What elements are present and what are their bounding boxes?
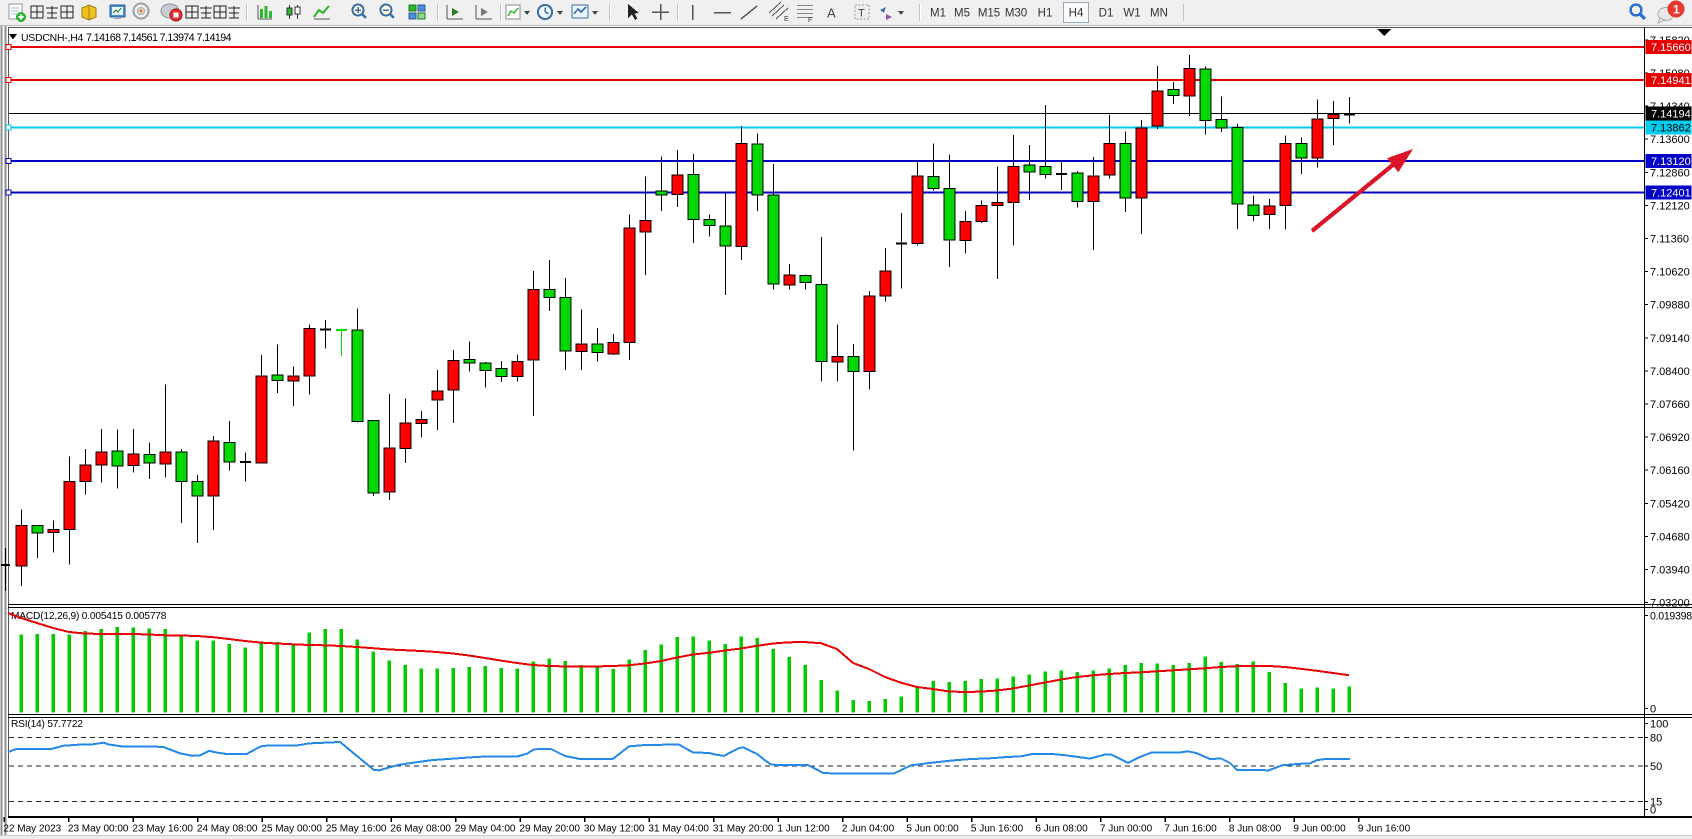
svg-text:80: 80 <box>1650 733 1662 745</box>
svg-text:25 May 16:00: 25 May 16:00 <box>326 824 387 835</box>
svg-text:5 Jun 16:00: 5 Jun 16:00 <box>971 824 1024 835</box>
svg-text:7.13862: 7.13862 <box>1651 123 1691 135</box>
svg-text:7.12120: 7.12120 <box>1650 200 1690 212</box>
svg-text:29 May 20:00: 29 May 20:00 <box>519 824 580 835</box>
svg-text:RSI(14) 57.7722: RSI(14) 57.7722 <box>11 719 83 730</box>
svg-text:100: 100 <box>1650 719 1668 731</box>
svg-text:7.09880: 7.09880 <box>1650 300 1690 312</box>
svg-text:7.15660: 7.15660 <box>1651 42 1691 54</box>
svg-text:7.13600: 7.13600 <box>1650 134 1690 146</box>
svg-text:29 May 04:00: 29 May 04:00 <box>455 824 516 835</box>
svg-text:MN: MN <box>1150 8 1168 20</box>
svg-text:1: 1 <box>1673 3 1680 17</box>
svg-text:F: F <box>808 17 812 24</box>
svg-text:M15: M15 <box>978 8 1000 20</box>
svg-text:25 May 00:00: 25 May 00:00 <box>261 824 322 835</box>
svg-text:50: 50 <box>1650 761 1662 773</box>
svg-text:5 Jun 00:00: 5 Jun 00:00 <box>906 824 959 835</box>
svg-text:7.06160: 7.06160 <box>1650 465 1690 477</box>
svg-text:7.03940: 7.03940 <box>1650 565 1690 577</box>
svg-text:7.14194: 7.14194 <box>1651 109 1691 121</box>
svg-text:9 Jun 00:00: 9 Jun 00:00 <box>1293 824 1346 835</box>
svg-text:6 Jun 08:00: 6 Jun 08:00 <box>1035 824 1088 835</box>
svg-text:7.09140: 7.09140 <box>1650 333 1690 345</box>
svg-text:7.14941: 7.14941 <box>1651 75 1691 87</box>
svg-text:D1: D1 <box>1099 8 1114 20</box>
svg-text:H4: H4 <box>1069 8 1084 20</box>
svg-text:7.03200: 7.03200 <box>1650 598 1690 610</box>
svg-text:A: A <box>827 6 836 21</box>
svg-text:7.05420: 7.05420 <box>1650 498 1690 510</box>
svg-text:7.07660: 7.07660 <box>1650 399 1690 411</box>
svg-text:15: 15 <box>1650 796 1662 808</box>
svg-text:8 Jun 08:00: 8 Jun 08:00 <box>1229 824 1282 835</box>
svg-text:M1: M1 <box>930 8 946 20</box>
svg-text:E: E <box>784 16 789 23</box>
svg-text:23 May 16:00: 23 May 16:00 <box>132 824 193 835</box>
svg-text:7.10620: 7.10620 <box>1650 267 1690 279</box>
svg-text:23 May 00:00: 23 May 00:00 <box>68 824 129 835</box>
svg-text:7.12860: 7.12860 <box>1650 167 1690 179</box>
svg-text:USDCNH-,H4: USDCNH-,H4 <box>21 33 84 44</box>
svg-text:T: T <box>858 8 865 20</box>
svg-text:0.019398: 0.019398 <box>1650 611 1692 623</box>
svg-text:7.14168 7.14561 7.13974 7.1419: 7.14168 7.14561 7.13974 7.14194 <box>86 32 232 44</box>
svg-text:0: 0 <box>1650 804 1656 816</box>
svg-text:26 May 08:00: 26 May 08:00 <box>390 824 451 835</box>
svg-text:24 May 08:00: 24 May 08:00 <box>197 824 258 835</box>
svg-text:W1: W1 <box>1123 8 1140 20</box>
svg-text:7.12401: 7.12401 <box>1651 188 1691 200</box>
svg-text:7.13120: 7.13120 <box>1651 156 1691 168</box>
svg-text:MACD(12,26,9) 0.005415 0.00577: MACD(12,26,9) 0.005415 0.005778 <box>11 611 167 622</box>
svg-text:7.06920: 7.06920 <box>1650 432 1690 444</box>
svg-text:31 May 20:00: 31 May 20:00 <box>713 824 774 835</box>
svg-text:M30: M30 <box>1005 8 1027 20</box>
svg-text:30 May 12:00: 30 May 12:00 <box>584 824 645 835</box>
svg-text:M5: M5 <box>954 8 970 20</box>
svg-text:0: 0 <box>1650 704 1656 716</box>
svg-text:H1: H1 <box>1038 8 1053 20</box>
svg-text:9 Jun 16:00: 9 Jun 16:00 <box>1358 824 1411 835</box>
svg-text:7 Jun 16:00: 7 Jun 16:00 <box>1164 824 1217 835</box>
svg-text:7.04680: 7.04680 <box>1650 531 1690 543</box>
svg-text:1 Jun 12:00: 1 Jun 12:00 <box>777 824 830 835</box>
svg-text:22 May 2023: 22 May 2023 <box>3 824 61 835</box>
svg-text:7.11360: 7.11360 <box>1650 234 1689 246</box>
svg-text:31 May 04:00: 31 May 04:00 <box>648 824 709 835</box>
svg-text:7.08400: 7.08400 <box>1650 366 1690 378</box>
svg-text:7 Jun 00:00: 7 Jun 00:00 <box>1100 824 1153 835</box>
svg-text:2 Jun 04:00: 2 Jun 04:00 <box>842 824 895 835</box>
